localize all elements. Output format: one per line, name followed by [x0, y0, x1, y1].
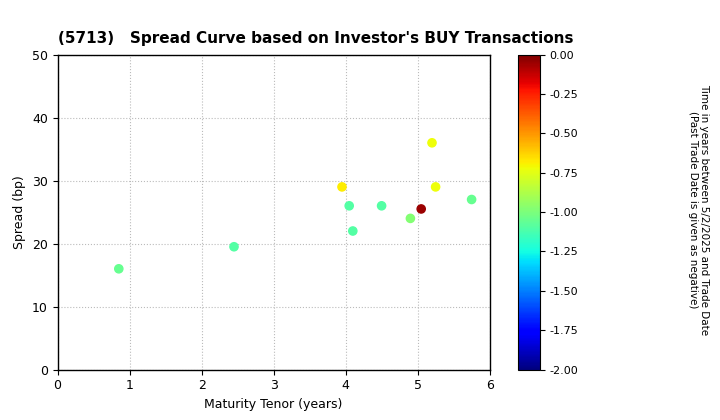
Point: [415, 205, 427, 212]
Point: [376, 202, 387, 209]
Point: [343, 202, 355, 209]
Point: [228, 243, 240, 250]
Point: [405, 215, 416, 222]
Text: Time in years between 5/2/2025 and Trade Date
(Past Trade Date is given as negat: Time in years between 5/2/2025 and Trade…: [688, 84, 709, 336]
Point: [113, 265, 125, 272]
Point: [336, 184, 348, 190]
Point: [347, 228, 359, 234]
X-axis label: Maturity Tenor (years): Maturity Tenor (years): [204, 398, 343, 411]
Point: [426, 139, 438, 146]
Point: [466, 196, 477, 203]
Text: (5713)   Spread Curve based on Investor's BUY Transactions: (5713) Spread Curve based on Investor's …: [58, 32, 573, 47]
Point: [430, 184, 441, 190]
Y-axis label: Spread (bp): Spread (bp): [14, 175, 27, 249]
